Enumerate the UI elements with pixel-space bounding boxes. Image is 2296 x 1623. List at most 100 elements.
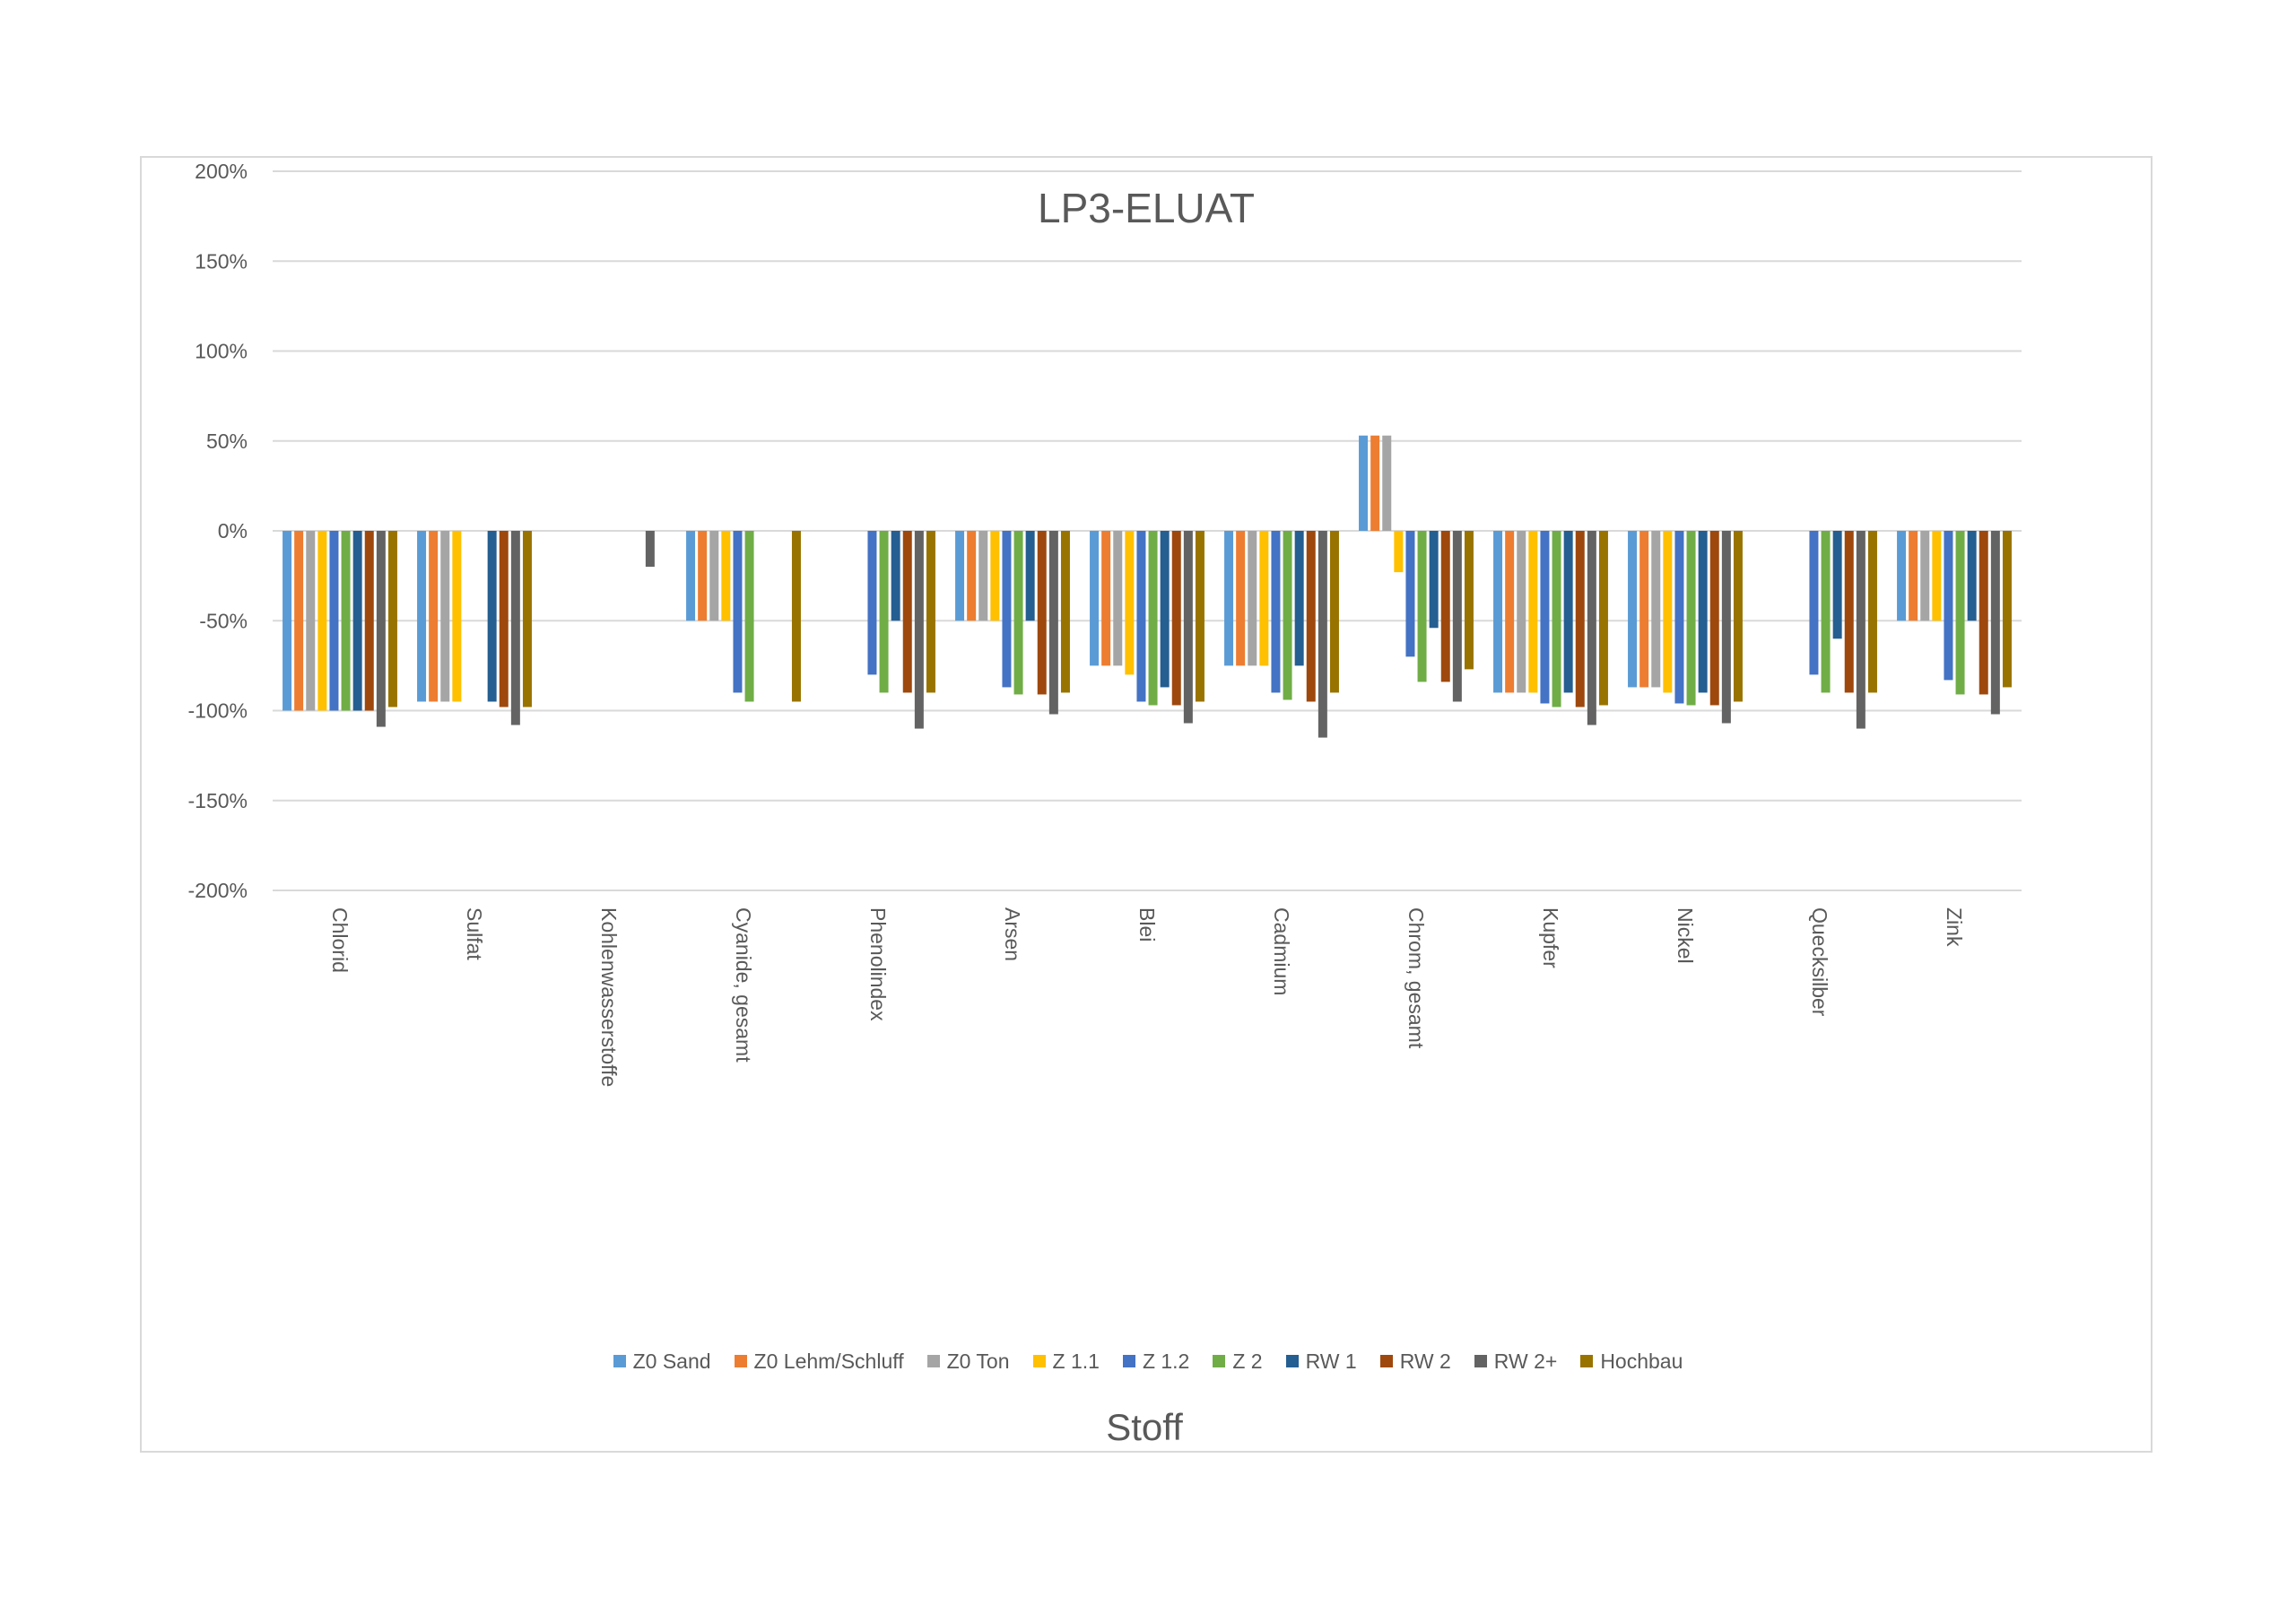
x-tick-label: Blei (1135, 907, 1159, 942)
y-tick-label: 150% (195, 249, 248, 273)
bar (440, 531, 450, 702)
x-tick-label: Arsen (1001, 907, 1024, 961)
bar (1955, 531, 1965, 695)
bar (1306, 531, 1316, 702)
bar (1405, 531, 1415, 657)
y-tick-label: -150% (188, 789, 248, 812)
legend-swatch (1474, 1355, 1487, 1367)
legend-label: Z0 Lehm/Schluff (753, 1349, 904, 1373)
bar (926, 531, 935, 693)
bar (1329, 531, 1339, 693)
legend-label: RW 2+ (1493, 1349, 1558, 1373)
legend-swatch (1122, 1355, 1135, 1367)
bar (1674, 531, 1684, 704)
legend-item: Z 1.1 (1032, 1350, 1100, 1374)
bar (1283, 531, 1292, 700)
bar (329, 531, 339, 711)
bar (1259, 531, 1269, 666)
bar (306, 531, 316, 711)
bar (452, 531, 462, 702)
bar (1517, 531, 1526, 693)
bar (283, 531, 292, 711)
bar (1195, 531, 1205, 702)
bar (1417, 531, 1427, 682)
bar (1990, 531, 2000, 715)
bar (1587, 531, 1596, 725)
chart-title: LP3-ELUAT (1038, 185, 1255, 231)
bar (1563, 531, 1573, 693)
bar (341, 531, 351, 711)
bar (1101, 531, 1111, 666)
legend-label: RW 1 (1305, 1349, 1357, 1373)
bar (1090, 531, 1100, 666)
bar (1183, 531, 1193, 724)
bar (1856, 531, 1866, 729)
legend-swatch (1580, 1355, 1594, 1367)
legend: Z0 Sand Z0 Lehm/Schluff Z0 Ton Z 1.1 Z 1.2 Z … (0, 1343, 2296, 1379)
bar (1897, 531, 1907, 621)
x-tick-label: Kohlenwasserstoffe (597, 907, 621, 1087)
bar (1698, 531, 1708, 693)
y-tick-label: 100% (195, 340, 248, 363)
legend-label: RW 2 (1399, 1349, 1451, 1373)
bars (283, 435, 2012, 738)
bar (1224, 531, 1234, 666)
bar (1867, 531, 1877, 693)
bar (1493, 531, 1503, 693)
bar (1540, 531, 1550, 704)
bar (955, 531, 965, 621)
bar (1440, 531, 1450, 682)
legend-swatch (1285, 1355, 1299, 1367)
legend-item: Hochbau (1580, 1350, 1683, 1374)
legend-swatch (1379, 1355, 1393, 1367)
legend-label: Z 1.2 (1142, 1349, 1190, 1373)
bar (1628, 531, 1638, 688)
bar (1452, 531, 1462, 702)
y-tick-label: 200% (195, 160, 248, 183)
bar (1171, 531, 1181, 706)
legend-swatch (1213, 1355, 1226, 1367)
bar (1944, 531, 1953, 681)
x-tick-label: Cyanide, gesamt (732, 907, 755, 1063)
bar (1663, 531, 1673, 693)
bar (1979, 531, 1988, 695)
bar (1464, 531, 1474, 670)
x-tick-label: Cadmium (1270, 907, 1293, 995)
bar (510, 531, 520, 725)
bar (891, 531, 900, 621)
bar (914, 531, 924, 729)
bar (1013, 531, 1023, 695)
bar (1505, 531, 1515, 693)
bar (294, 531, 304, 711)
bar (1598, 531, 1608, 706)
bar (1575, 531, 1585, 707)
legend-label: Z0 Sand (632, 1349, 711, 1373)
bar (1025, 531, 1035, 621)
bar (1060, 531, 1070, 693)
bar (1125, 531, 1135, 675)
bar (967, 531, 977, 621)
bar (1721, 531, 1731, 724)
bar (1709, 531, 1719, 706)
legend-swatch (1032, 1355, 1046, 1367)
bar (1359, 435, 1369, 531)
bar (352, 531, 362, 711)
bar (1113, 531, 1123, 666)
bar (645, 531, 655, 568)
bar (487, 531, 497, 702)
bar (1528, 531, 1538, 693)
bar (978, 531, 988, 621)
bar (1037, 531, 1047, 695)
bar (364, 531, 374, 711)
x-tick-label: Chrom, gesamt (1405, 907, 1428, 1049)
bar (1639, 531, 1649, 688)
bar (698, 531, 708, 621)
bar (1294, 531, 1304, 666)
bar (1370, 435, 1380, 531)
bar (1832, 531, 1842, 639)
bar (1909, 531, 1918, 621)
bar (721, 531, 731, 621)
legend-item: Z0 Sand (613, 1350, 711, 1374)
bar (709, 531, 719, 621)
bar (1809, 531, 1819, 675)
